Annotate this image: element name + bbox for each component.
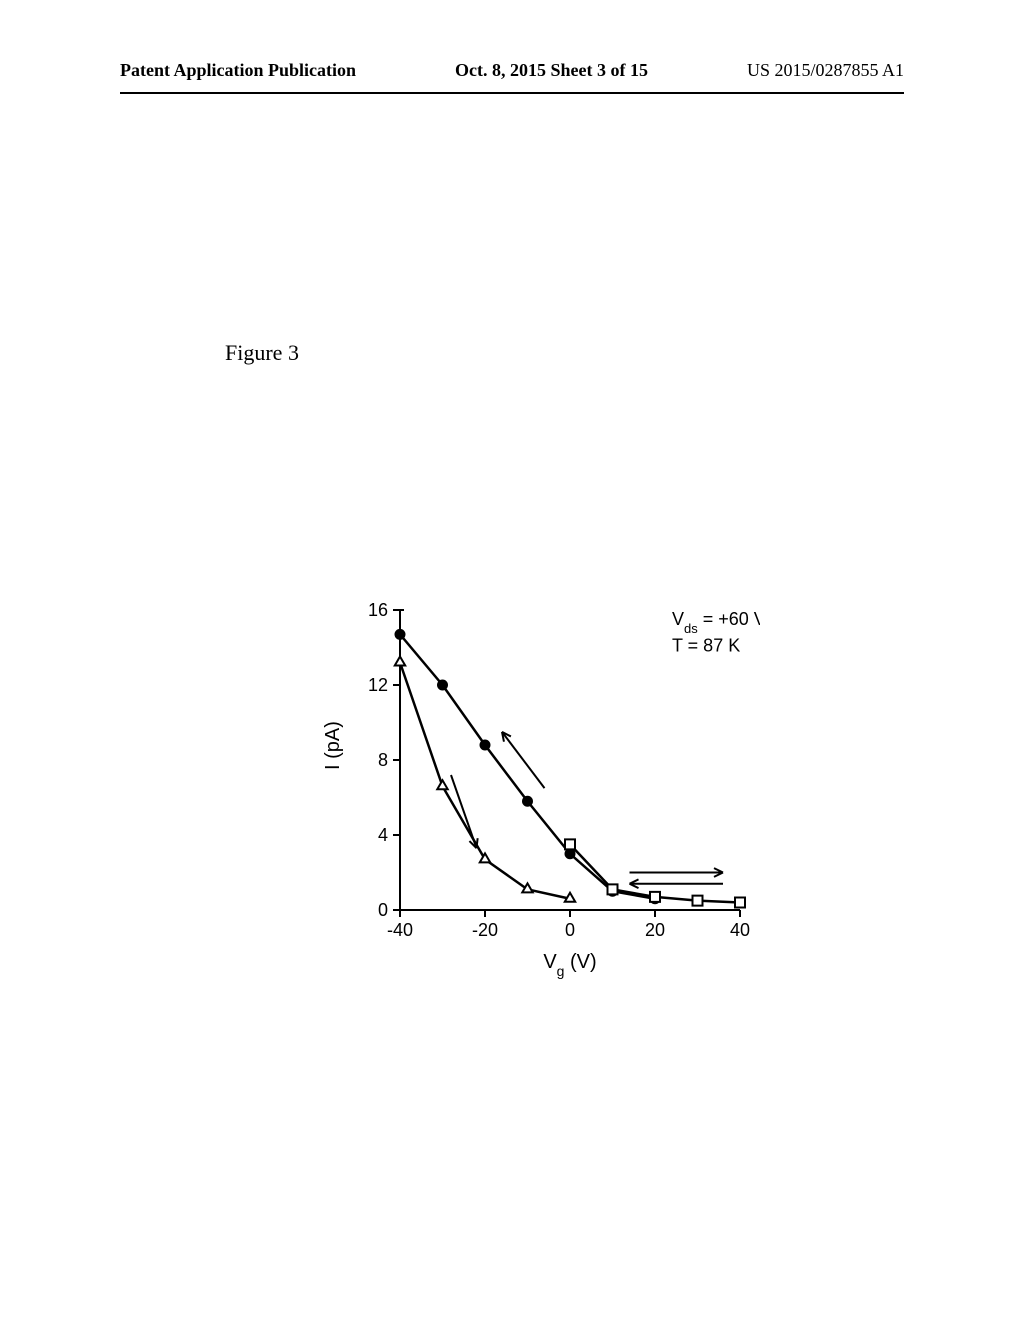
header-right: US 2015/0287855 A1	[747, 60, 904, 81]
svg-text:T = 87 K: T = 87 K	[672, 635, 740, 655]
svg-text:16: 16	[368, 600, 388, 620]
svg-text:20: 20	[645, 920, 665, 940]
page-header: Patent Application Publication Oct. 8, 2…	[0, 60, 1024, 100]
chart-container: I (pA) -40-20020400481216Vg (V) Vds = +6…	[330, 600, 760, 1000]
series	[395, 629, 745, 907]
y-axis-title: I (pA)	[322, 721, 345, 770]
svg-text:Vg (V): Vg (V)	[543, 951, 596, 979]
header-left: Patent Application Publication	[120, 60, 356, 81]
header-divider	[120, 92, 904, 94]
header-mid: Oct. 8, 2015 Sheet 3 of 15	[455, 60, 648, 81]
svg-text:40: 40	[730, 920, 750, 940]
annotations: Vds = +60 VT = 87 K	[672, 609, 760, 655]
chart-svg: -40 -20 0 20 40 0 4 8 12 16 Vg (V) Vds = +60 VT = …	[330, 600, 760, 1000]
svg-text:0: 0	[565, 920, 575, 940]
axes: -40 -20 0 20 40 0 4 8 12 16 Vg (V)	[368, 600, 750, 979]
svg-text:0: 0	[378, 900, 388, 920]
svg-text:12: 12	[368, 675, 388, 695]
svg-text:Vds = +60 V: Vds = +60 V	[672, 609, 760, 636]
svg-text:4: 4	[378, 825, 388, 845]
svg-text:8: 8	[378, 750, 388, 770]
svg-text:-20: -20	[472, 920, 498, 940]
svg-text:-40: -40	[387, 920, 413, 940]
figure-label: Figure 3	[225, 340, 299, 366]
